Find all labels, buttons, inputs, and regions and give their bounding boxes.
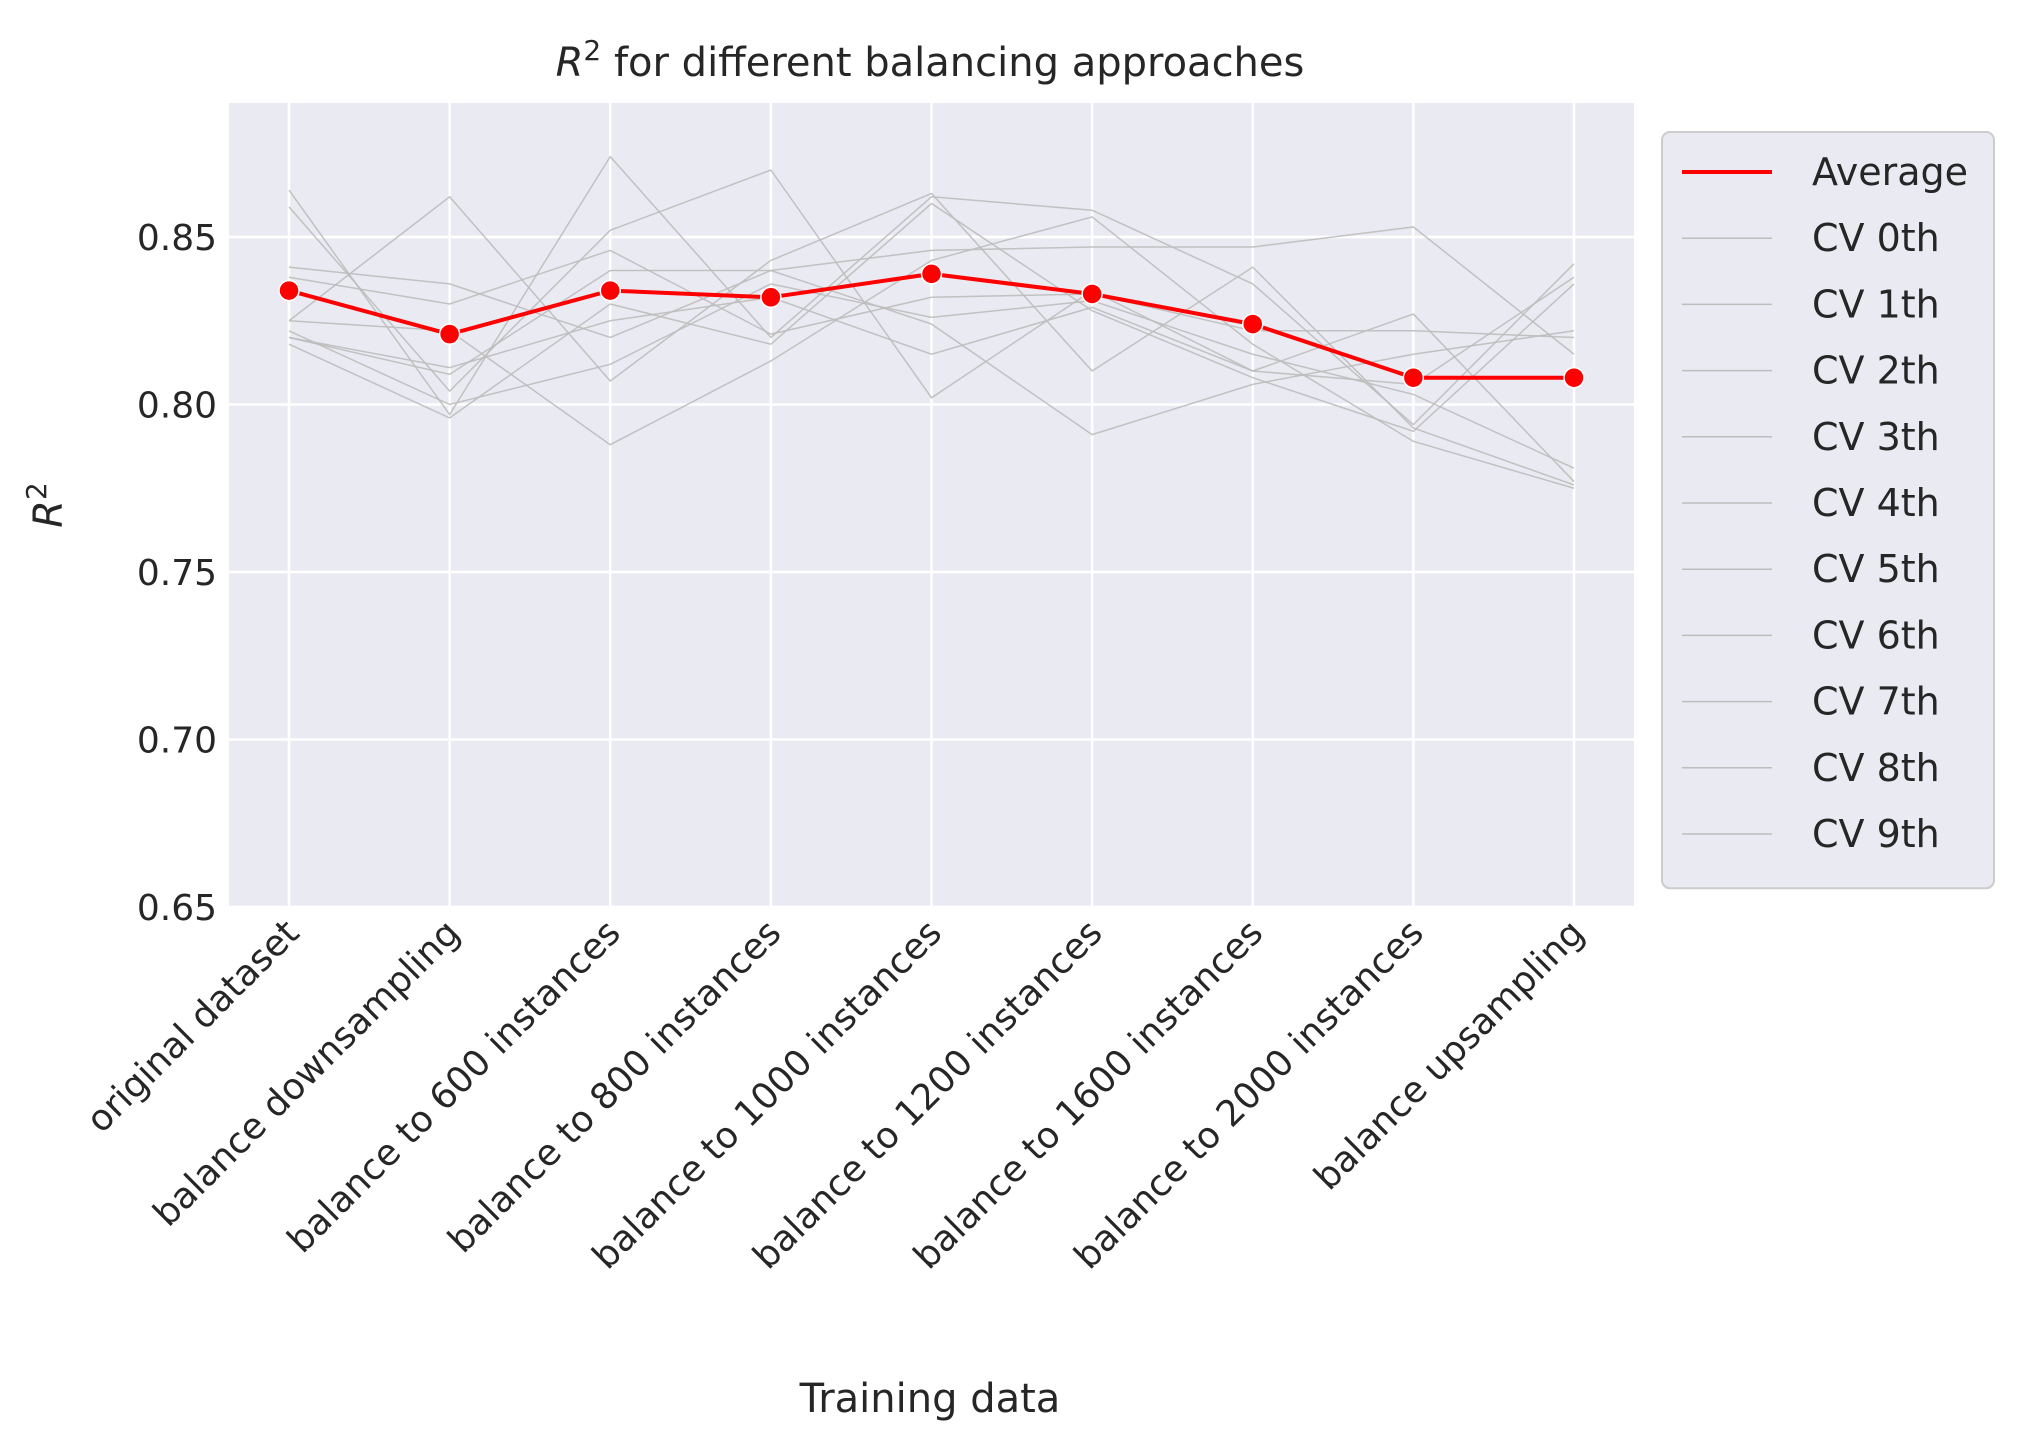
average-point-7 bbox=[1402, 366, 1425, 389]
legend-label-2: CV 1th bbox=[1812, 282, 1940, 326]
cv-series-line-5 bbox=[288, 249, 1575, 339]
average-point-0 bbox=[278, 279, 300, 302]
x-tick-label-6: balance to 1600 instances bbox=[906, 912, 1271, 1277]
gridlines bbox=[229, 103, 1634, 909]
average-point-5 bbox=[1081, 283, 1103, 305]
cv-series-line-2 bbox=[288, 266, 1575, 436]
legend-label-1: CV 0th bbox=[1812, 216, 1940, 260]
y-axis-label: R2 bbox=[20, 482, 72, 528]
ylabel-main: R bbox=[26, 500, 72, 528]
legend-label-3: CV 2th bbox=[1812, 349, 1940, 393]
cv-series-line-4 bbox=[288, 226, 1575, 376]
average-point-1 bbox=[438, 323, 461, 345]
legend-label-0: Average bbox=[1812, 150, 1968, 194]
x-tick-label-2: balance to 600 instances bbox=[280, 912, 629, 1261]
legend: Average CV 0th CV 1th CV 2th CV 3th CV 4th CV … bbox=[1661, 131, 1995, 890]
x-axis-label: Training data bbox=[799, 1376, 1061, 1422]
legend-label-8: CV 7th bbox=[1812, 680, 1940, 724]
legend-label-4: CV 3th bbox=[1812, 415, 1940, 459]
cv-series-group bbox=[288, 155, 1575, 489]
legend-label-9: CV 8th bbox=[1812, 746, 1940, 790]
title-rest: for different balancing approaches bbox=[601, 40, 1304, 86]
chart-title: R2 for different balancing approaches bbox=[556, 34, 1305, 86]
cv-series-line-7 bbox=[288, 283, 1575, 469]
average-point-2 bbox=[599, 279, 621, 302]
y-tick-label-0: 0.65 bbox=[137, 888, 217, 929]
title-main: R bbox=[556, 40, 584, 86]
x-tick-label-7: balance to 2000 instances bbox=[1067, 912, 1432, 1277]
y-tick-label-2: 0.75 bbox=[137, 553, 217, 594]
legend-box bbox=[1661, 131, 1995, 890]
legend-label-7: CV 6th bbox=[1812, 613, 1940, 657]
average-point-4 bbox=[920, 263, 943, 285]
cv-series-line-3 bbox=[288, 192, 1575, 486]
x-tick-label-8: balance upsampling bbox=[1307, 912, 1593, 1198]
cv-series-line-0 bbox=[288, 155, 1575, 426]
cv-series-line-1 bbox=[288, 169, 1575, 483]
x-tick-label-5: balance to 1200 instances bbox=[746, 912, 1111, 1277]
average-point-3 bbox=[760, 286, 782, 309]
average-point-8 bbox=[1563, 366, 1585, 389]
x-tick-label-1: balance downsampling bbox=[146, 912, 468, 1234]
legend-label-10: CV 9th bbox=[1812, 812, 1940, 856]
legend-label-5: CV 4th bbox=[1812, 481, 1940, 525]
cv-series-line-9 bbox=[288, 276, 1575, 386]
average-series-group bbox=[278, 263, 1585, 389]
y-tick-label-1: 0.70 bbox=[137, 721, 217, 762]
x-tick-label-3: balance to 800 instances bbox=[441, 912, 790, 1261]
y-tick-label-3: 0.80 bbox=[137, 386, 217, 427]
y-tick-labels: 0.65 0.70 0.75 0.80 0.85 bbox=[137, 218, 217, 929]
cv-series-line-8 bbox=[288, 216, 1575, 489]
x-tick-label-4: balance to 1000 instances bbox=[585, 912, 950, 1277]
title-sup: 2 bbox=[583, 34, 601, 67]
legend-label-6: CV 5th bbox=[1812, 547, 1940, 591]
cv-series-line-6 bbox=[288, 202, 1575, 433]
average-point-6 bbox=[1242, 313, 1264, 335]
ylabel-sup: 2 bbox=[20, 482, 53, 500]
y-tick-label-4: 0.85 bbox=[137, 218, 217, 259]
